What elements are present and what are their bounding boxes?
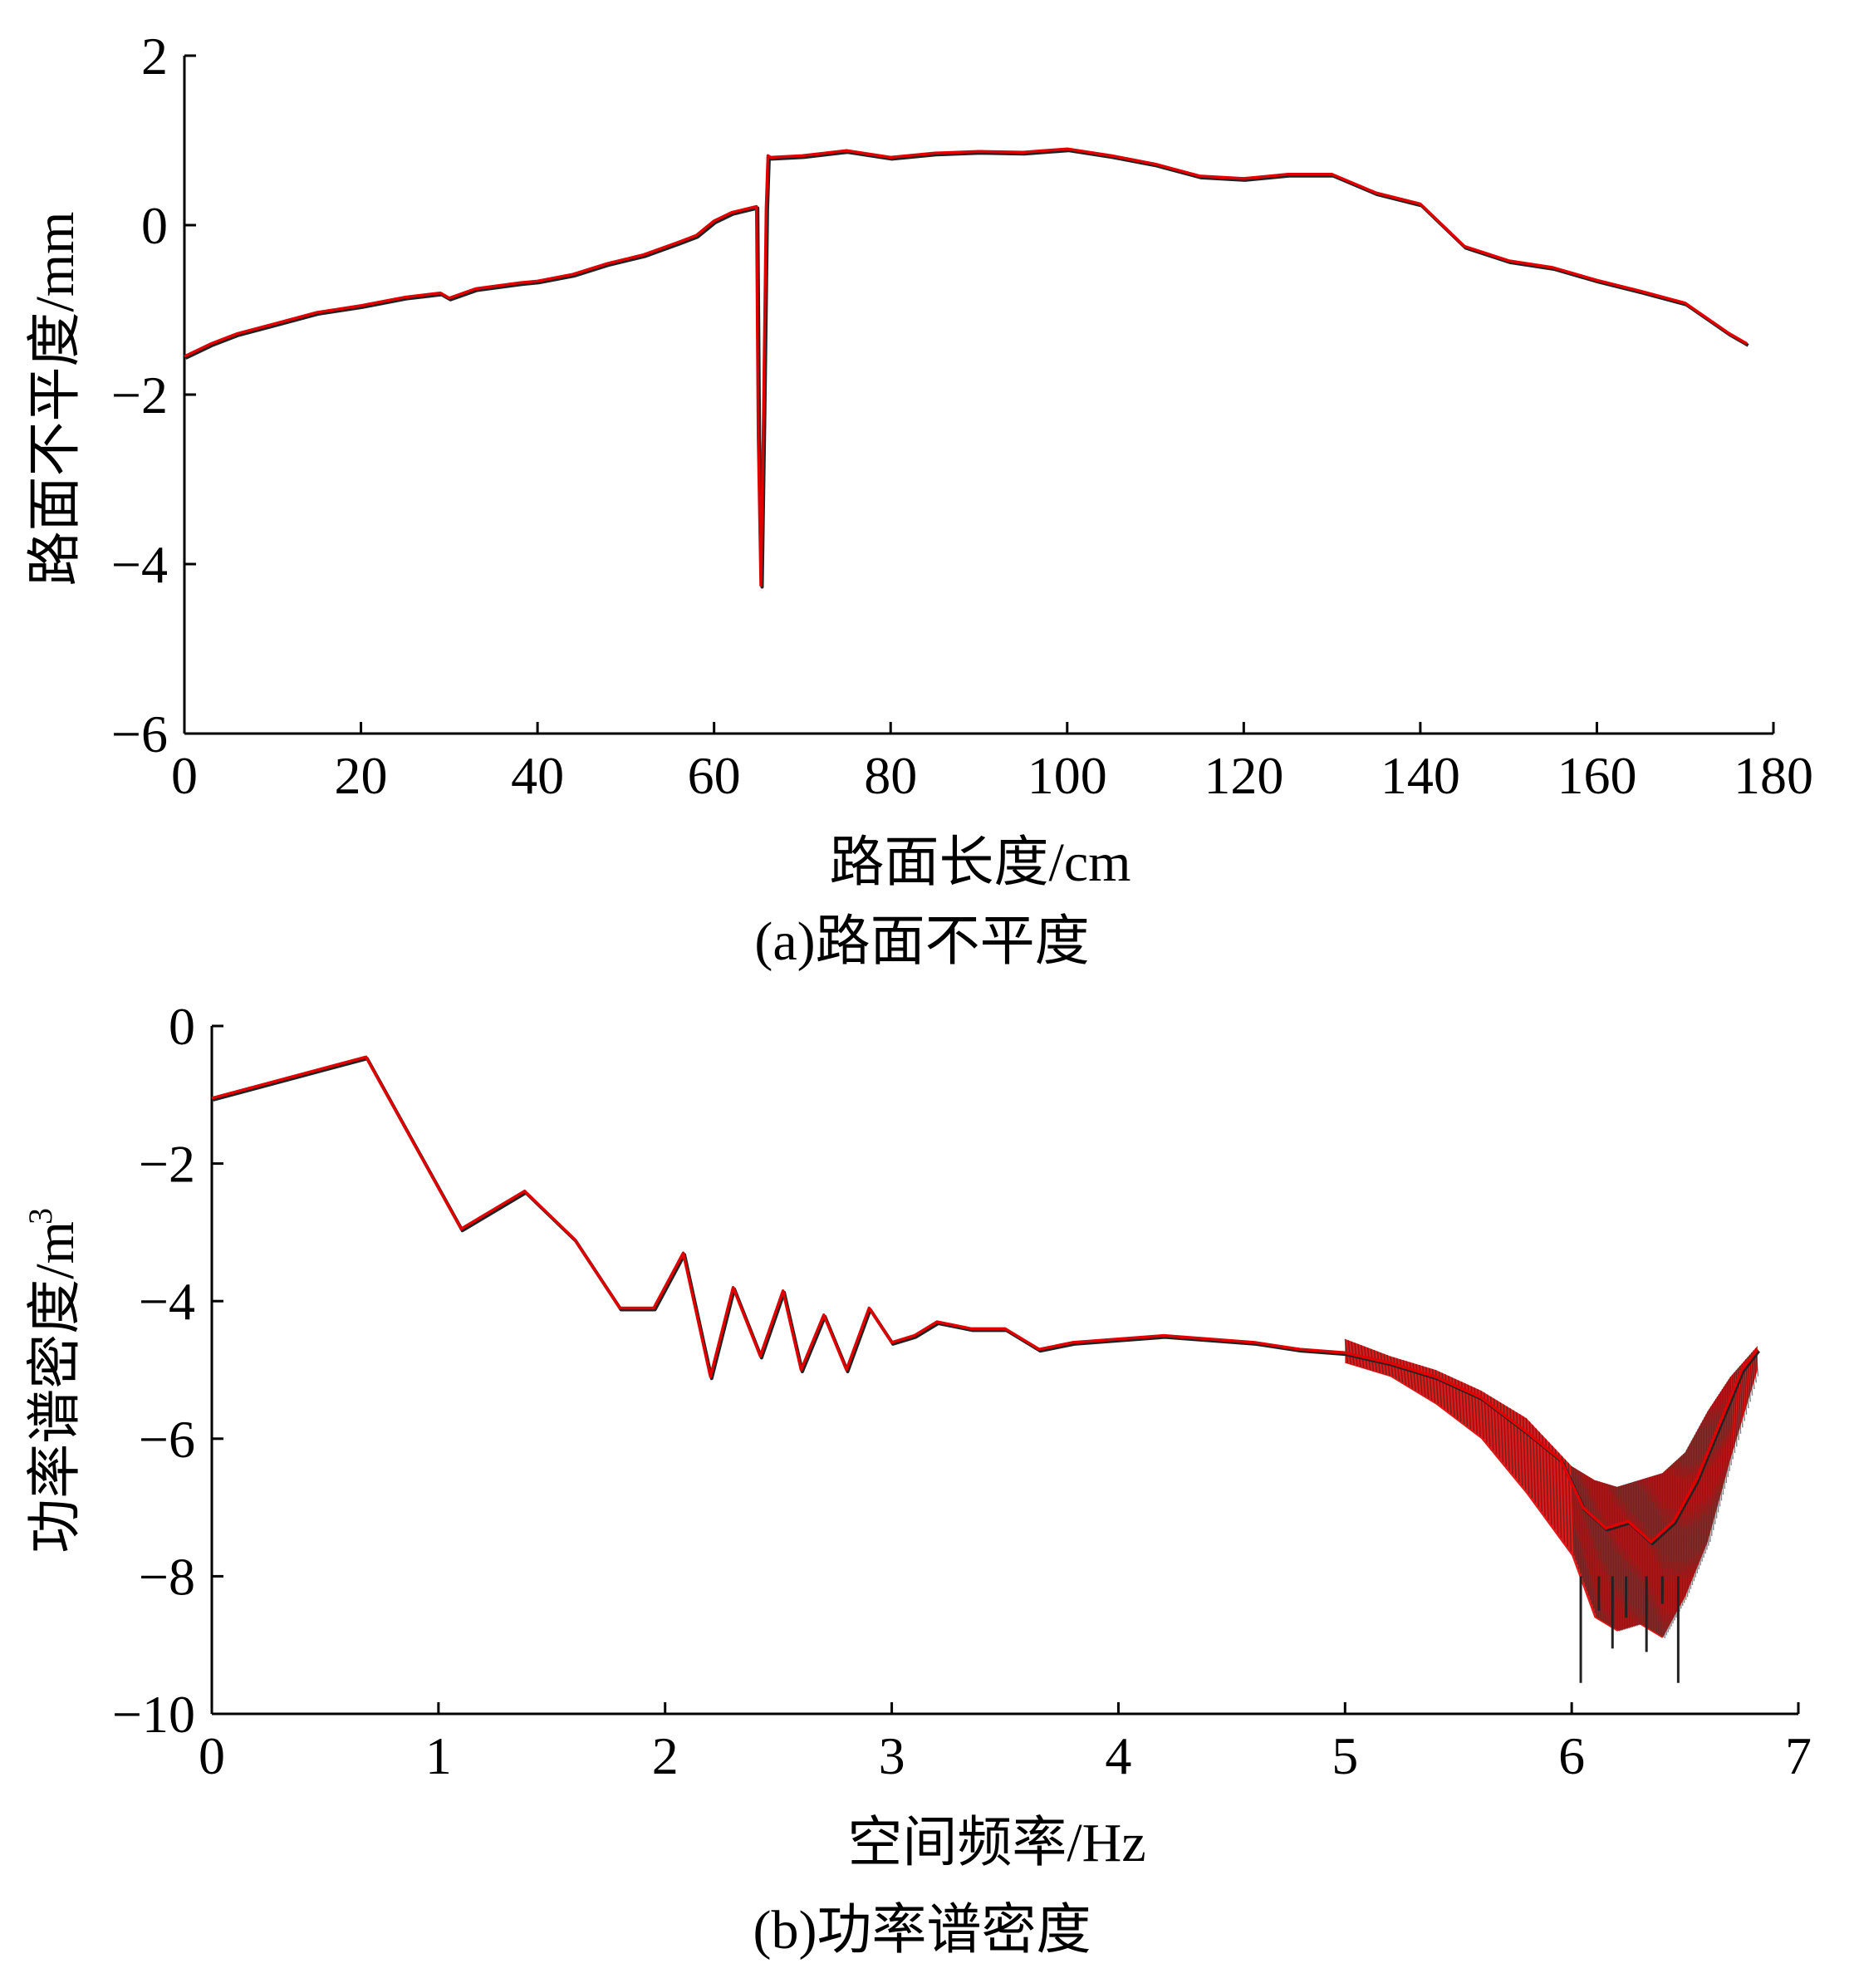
x-tick-label: 40 bbox=[511, 746, 564, 805]
x-tick-label: 160 bbox=[1557, 746, 1636, 805]
x-tick-label: 180 bbox=[1734, 746, 1813, 805]
y-tick-label: −6 bbox=[139, 1410, 195, 1469]
x-tick-label: 1 bbox=[425, 1726, 452, 1785]
x-tick-label: 7 bbox=[1785, 1726, 1812, 1785]
chart-a-series bbox=[184, 147, 1749, 589]
x-tick-label: 20 bbox=[335, 746, 388, 805]
chart-b-x-axis-label: 空间频率/Hz bbox=[847, 1813, 1145, 1873]
chart-b-caption: (b)功率谱密度 bbox=[753, 1900, 1091, 1961]
x-tick-label: 6 bbox=[1558, 1726, 1585, 1785]
series-line bbox=[211, 1055, 1759, 1544]
chart-b-y-axis-label-superscript: 3 bbox=[22, 1208, 59, 1225]
series-line bbox=[184, 147, 1748, 587]
chart-b-ticks: 0 1 2 3 4 5 6 7 0 −2 −4 −6 −8 −10 bbox=[112, 997, 1812, 1785]
chart-b-axes bbox=[210, 1026, 1798, 1716]
y-tick-label: −2 bbox=[139, 1135, 195, 1194]
x-tick-label: 120 bbox=[1204, 746, 1283, 805]
chart-a-caption: (a)路面不平度 bbox=[754, 911, 1089, 972]
y-tick-label: 0 bbox=[141, 196, 168, 255]
chart-a-y-axis-label: 路面不平度/mm bbox=[25, 211, 86, 586]
chart-b-series bbox=[211, 1055, 1760, 1683]
y-tick-label: −10 bbox=[112, 1685, 195, 1744]
x-tick-label: 60 bbox=[688, 746, 741, 805]
y-tick-label: −6 bbox=[111, 704, 168, 763]
series-line-shadow bbox=[184, 149, 1749, 589]
x-tick-label: 80 bbox=[864, 746, 917, 805]
x-tick-label: 140 bbox=[1381, 746, 1460, 805]
chart-power-spectral-density: 0 1 2 3 4 5 6 7 0 −2 −4 −6 −8 −10 空间频率/Hz 功率谱密度/m 3 (… bbox=[22, 997, 1812, 1961]
x-tick-label: 0 bbox=[171, 746, 198, 805]
x-tick-label: 100 bbox=[1028, 746, 1107, 805]
y-tick-label: −8 bbox=[139, 1547, 195, 1606]
x-tick-label: 4 bbox=[1105, 1726, 1131, 1785]
x-tick-label: 5 bbox=[1332, 1726, 1358, 1785]
y-tick-label: 2 bbox=[141, 27, 168, 86]
x-tick-label: 3 bbox=[879, 1726, 905, 1785]
y-tick-label: −2 bbox=[111, 366, 168, 425]
y-tick-label: 0 bbox=[169, 997, 195, 1056]
x-tick-label: 2 bbox=[652, 1726, 679, 1785]
chart-a-x-axis-label: 路面长度/cm bbox=[830, 832, 1131, 893]
chart-b-y-axis-label: 功率谱密度/m bbox=[25, 1221, 86, 1554]
chart-a-axes bbox=[183, 56, 1773, 735]
noise-band-texture bbox=[1344, 1338, 1759, 1638]
y-tick-label: −4 bbox=[111, 535, 168, 594]
y-tick-label: −4 bbox=[139, 1272, 195, 1331]
x-tick-label: 0 bbox=[199, 1726, 225, 1785]
